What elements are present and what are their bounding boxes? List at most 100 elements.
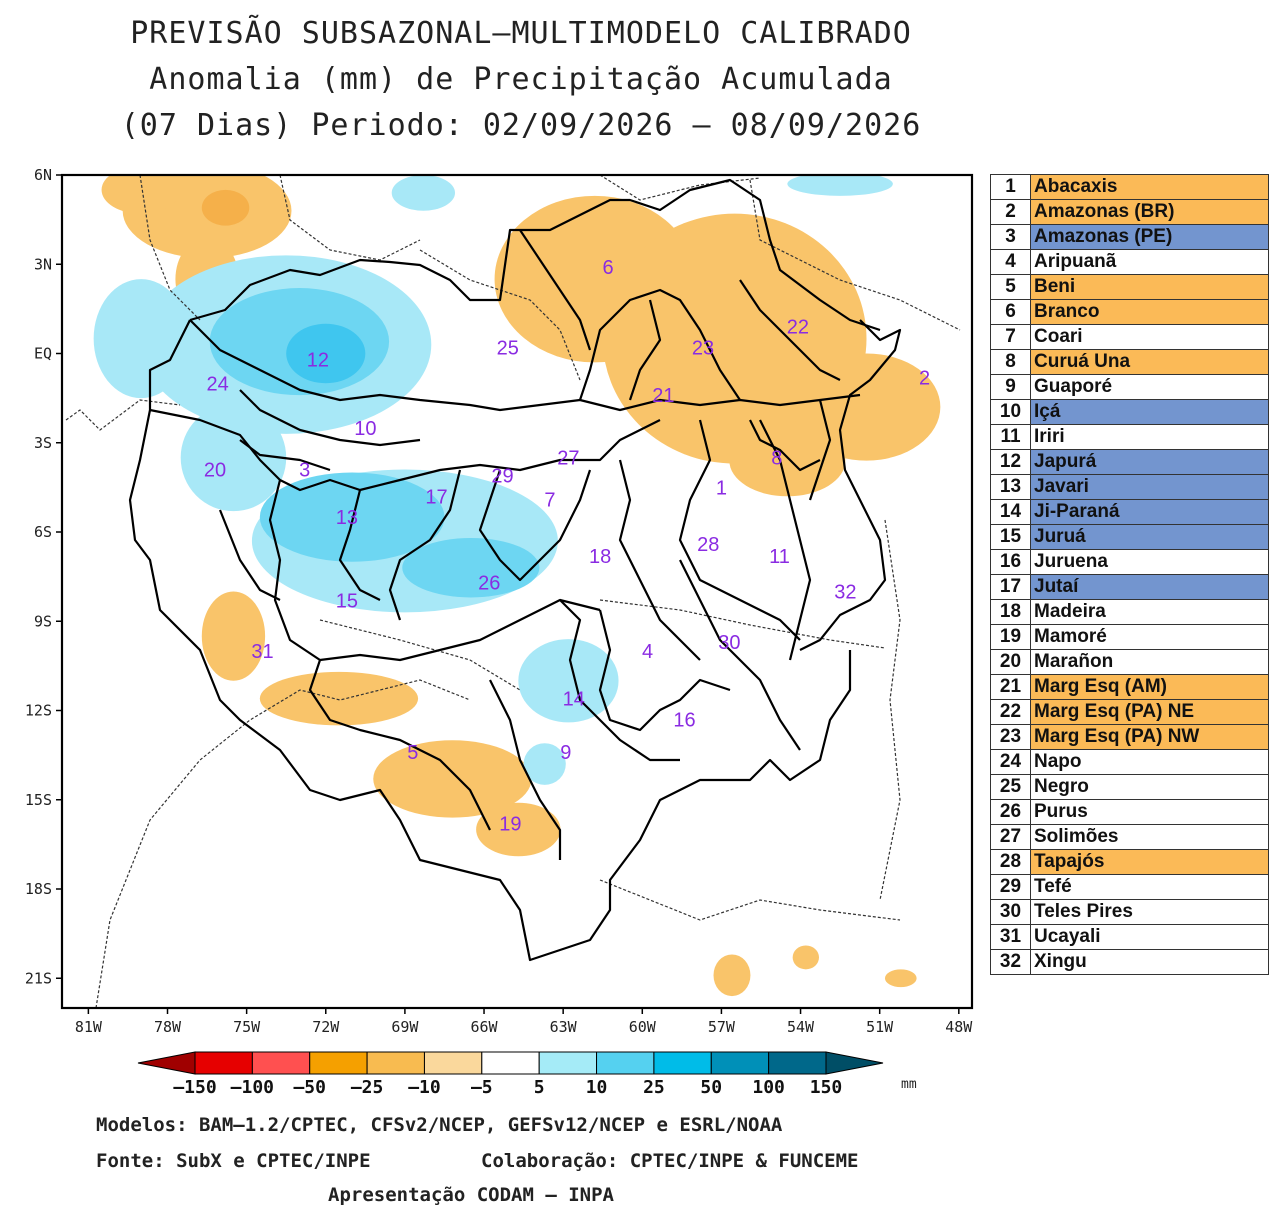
colorbar-swatch bbox=[423, 1051, 483, 1075]
anomaly-map: 1234567891011121314151617181920212223242… bbox=[25, 166, 973, 1098]
basin-label-27: 27 bbox=[557, 448, 579, 470]
legend-row: 4 Aripuanã bbox=[990, 249, 1269, 275]
colorbar-swatch bbox=[137, 1051, 196, 1075]
basin-label-26: 26 bbox=[478, 573, 500, 595]
map-title: PREVISÃO SUBSAZONAL–MULTIMODELO CALIBRAD… bbox=[130, 16, 912, 51]
basin-label-7: 7 bbox=[544, 489, 555, 511]
lat-tick-label: 21S bbox=[25, 969, 52, 987]
legend-number: 7 bbox=[990, 324, 1031, 350]
legend-basin-name: Guaporé bbox=[1030, 374, 1269, 400]
anomaly-area bbox=[259, 671, 419, 726]
anomaly-area bbox=[201, 591, 266, 681]
basin-label-30: 30 bbox=[718, 632, 740, 654]
legend-number: 28 bbox=[990, 849, 1031, 875]
legend-row: 3 Amazonas (PE) bbox=[990, 224, 1269, 250]
legend-basin-name: Javari bbox=[1030, 474, 1269, 500]
lon-tick-label: 75W bbox=[233, 1018, 261, 1036]
lon-tick-label: 69W bbox=[391, 1018, 419, 1036]
basin-legend-table: 1 Abacaxis 2 Amazonas (BR) 3 Amazonas (PE) 4 Ar… bbox=[990, 174, 1269, 975]
legend-basin-name: Teles Pires bbox=[1030, 899, 1269, 925]
legend-row: 15 Juruá bbox=[990, 524, 1269, 550]
basin-label-1: 1 bbox=[716, 477, 727, 499]
anomaly-area bbox=[476, 802, 561, 857]
legend-row: 14 Ji-Paraná bbox=[990, 499, 1269, 525]
anomaly-area bbox=[518, 639, 619, 723]
colorbar-swatch bbox=[481, 1051, 540, 1075]
lon-tick-label: 60W bbox=[629, 1018, 657, 1036]
legend-row: 17 Jutaí bbox=[990, 574, 1269, 600]
colorbar-swatch bbox=[251, 1051, 311, 1075]
lon-tick-label: 51W bbox=[866, 1018, 894, 1036]
basin-label-12: 12 bbox=[307, 349, 329, 371]
colorbar-label: –25 bbox=[351, 1077, 384, 1098]
legend-number: 25 bbox=[990, 774, 1031, 800]
legend-row: 30 Teles Pires bbox=[990, 899, 1269, 925]
colorbar-label: 50 bbox=[700, 1077, 722, 1098]
legend-basin-name: Jutaí bbox=[1030, 574, 1269, 600]
anomaly-area bbox=[180, 404, 287, 512]
legend-basin-name: Tefé bbox=[1030, 874, 1269, 900]
legend-basin-name: Iriri bbox=[1030, 424, 1269, 450]
legend-basin-name: Xingu bbox=[1030, 949, 1269, 975]
legend-number: 22 bbox=[990, 699, 1031, 725]
legend-number: 14 bbox=[990, 499, 1031, 525]
colorbar-swatch bbox=[768, 1051, 827, 1075]
legend-basin-name: Napo bbox=[1030, 749, 1269, 775]
legend-number: 21 bbox=[990, 674, 1031, 700]
basin-label-24: 24 bbox=[206, 373, 228, 395]
basin-label-21: 21 bbox=[652, 385, 674, 407]
legend-basin-name: Juruena bbox=[1030, 549, 1269, 575]
lon-tick-label: 72W bbox=[312, 1018, 340, 1036]
basin-label-20: 20 bbox=[204, 460, 226, 482]
legend-number: 17 bbox=[990, 574, 1031, 600]
colorbar-label: 10 bbox=[586, 1077, 608, 1098]
basin-label-8: 8 bbox=[771, 448, 782, 470]
legend-number: 26 bbox=[990, 799, 1031, 825]
anomaly-area bbox=[523, 743, 566, 785]
lat-tick-label: 9S bbox=[34, 612, 52, 630]
legend-row: 23 Marg Esq (PA) NW bbox=[990, 724, 1269, 750]
legend-row: 12 Japurá bbox=[990, 449, 1269, 475]
anomaly-area bbox=[787, 175, 893, 196]
basin-label-11: 11 bbox=[769, 546, 790, 568]
anomaly-area bbox=[402, 537, 540, 598]
basin-label-18: 18 bbox=[589, 546, 611, 568]
anomaly-area bbox=[713, 954, 751, 997]
legend-basin-name: Purus bbox=[1030, 799, 1269, 825]
legend-number: 32 bbox=[990, 949, 1031, 975]
legend-row: 11 Iriri bbox=[990, 424, 1269, 450]
legend-row: 13 Javari bbox=[990, 474, 1269, 500]
collab-credit: Colaboração: CPTEC/INPE & FUNCEME bbox=[481, 1150, 859, 1172]
colorbar-label: –100 bbox=[231, 1077, 274, 1098]
legend-row: 8 Curuá Una bbox=[990, 349, 1269, 375]
lat-tick-label: 3S bbox=[34, 434, 52, 452]
legend-basin-name: Içá bbox=[1030, 399, 1269, 425]
legend-number: 16 bbox=[990, 549, 1031, 575]
legend-row: 1 Abacaxis bbox=[990, 174, 1269, 200]
anomaly-area bbox=[373, 740, 532, 818]
basin-label-9: 9 bbox=[560, 742, 571, 764]
legend-basin-name: Mamoré bbox=[1030, 624, 1269, 650]
anomaly-area bbox=[93, 279, 189, 399]
legend-number: 4 bbox=[990, 249, 1031, 275]
colorbar-swatch bbox=[596, 1051, 655, 1075]
lon-tick-label: 81W bbox=[75, 1018, 103, 1036]
legend-row: 32 Xingu bbox=[990, 949, 1269, 975]
legend-basin-name: Marañon bbox=[1030, 649, 1269, 675]
legend-basin-name: Aripuanã bbox=[1030, 249, 1269, 275]
legend-basin-name: Amazonas (PE) bbox=[1030, 224, 1269, 250]
colorbar-swatch bbox=[710, 1051, 770, 1075]
legend-row: 22 Marg Esq (PA) NE bbox=[990, 699, 1269, 725]
legend-row: 29 Tefé bbox=[990, 874, 1269, 900]
lat-tick-label: 3N bbox=[34, 255, 52, 273]
legend-row: 31 Ucayali bbox=[990, 924, 1269, 950]
legend-number: 3 bbox=[990, 224, 1031, 250]
lon-tick-label: 78W bbox=[154, 1018, 182, 1036]
legend-basin-name: Abacaxis bbox=[1030, 174, 1269, 200]
anomaly-area bbox=[101, 175, 181, 214]
colorbar: –150 –100 –50 –25 –10 –5 5 10 25 50 100 150 mm bbox=[137, 1051, 917, 1098]
legend-number: 23 bbox=[990, 724, 1031, 750]
legend-number: 19 bbox=[990, 624, 1031, 650]
legend-number: 2 bbox=[990, 199, 1031, 225]
lat-tick-label: 15S bbox=[25, 791, 52, 809]
